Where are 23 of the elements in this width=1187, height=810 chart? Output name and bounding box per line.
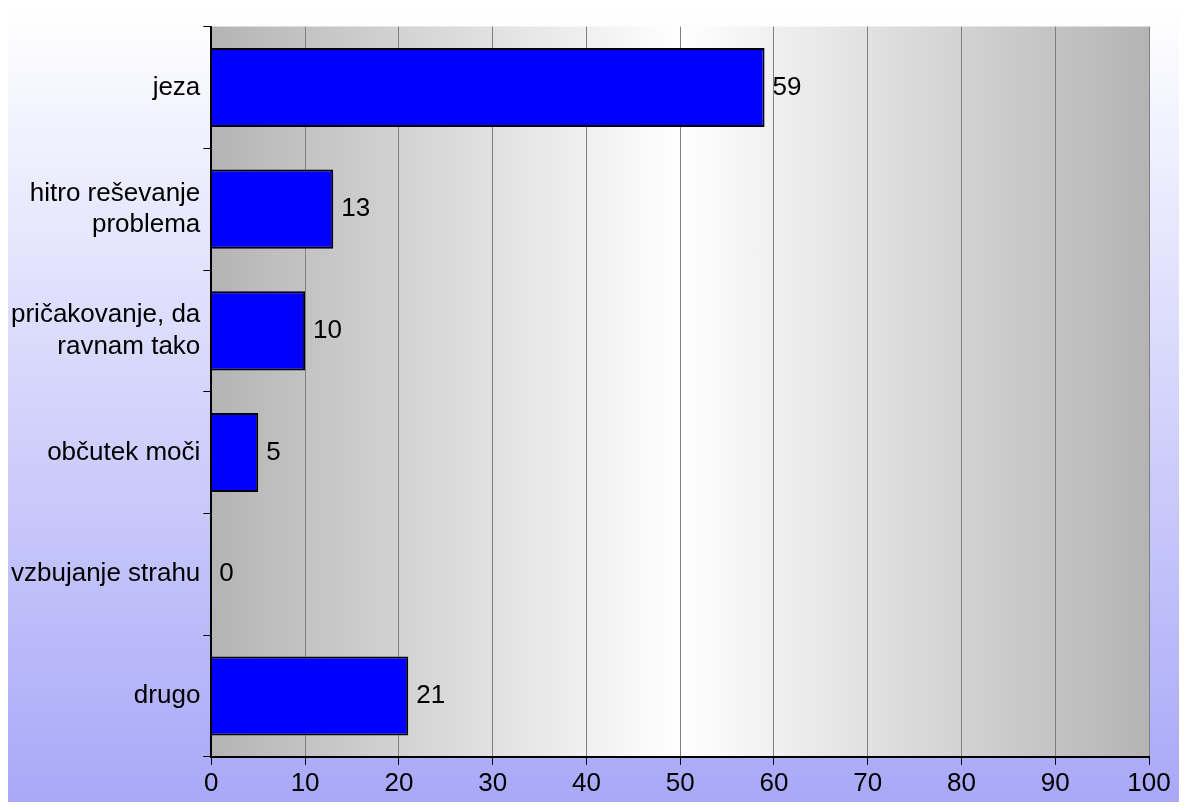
x-tick-label: 70 — [853, 766, 883, 797]
x-tick-label: 20 — [384, 766, 414, 797]
data-label: 21 — [416, 679, 446, 710]
x-tick-label: 60 — [759, 766, 789, 797]
x-tick-label: 10 — [290, 766, 320, 797]
x-tick-label: 50 — [665, 766, 695, 797]
x-tick-label: 30 — [478, 766, 508, 797]
data-label: 0 — [219, 557, 234, 588]
x-tick-label: 0 — [204, 766, 219, 797]
y-tick-label: jeza — [151, 70, 201, 101]
y-tick-label: pričakovanje, da ravnam tako — [10, 298, 201, 360]
data-label: 13 — [341, 192, 371, 223]
data-label: 59 — [772, 70, 802, 101]
data-label: 10 — [313, 314, 343, 345]
y-tick-label: občutek moči — [47, 435, 201, 466]
x-tick-label: 90 — [1040, 766, 1070, 797]
y-tick-label: hitro reševanje problema — [29, 176, 201, 238]
y-tick-label: drugo — [133, 679, 201, 710]
x-tick-label: 80 — [947, 766, 976, 797]
data-label: 5 — [266, 435, 281, 466]
x-tick-label: 40 — [571, 766, 601, 797]
y-tick-label: vzbujanje strahu — [10, 557, 201, 588]
x-tick-label: 100 — [1127, 766, 1171, 797]
